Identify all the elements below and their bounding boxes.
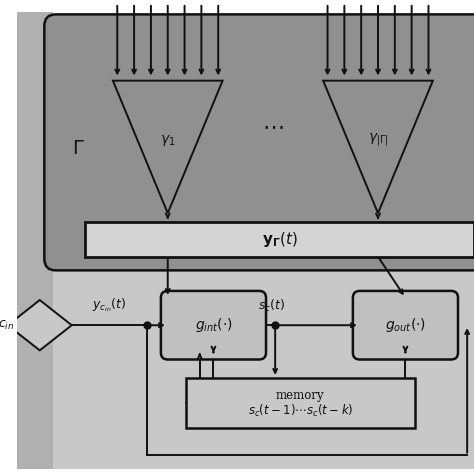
FancyBboxPatch shape [85, 222, 474, 256]
FancyBboxPatch shape [17, 12, 474, 469]
Polygon shape [323, 81, 433, 213]
Text: $g_{out}\left(\cdot\right)$: $g_{out}\left(\cdot\right)$ [385, 316, 426, 334]
Text: $\cdots$: $\cdots$ [262, 117, 284, 137]
FancyBboxPatch shape [0, 158, 474, 469]
FancyBboxPatch shape [0, 12, 54, 469]
Text: $c_{in}$: $c_{in}$ [0, 319, 15, 332]
Text: $\gamma_{|\Gamma|}$: $\gamma_{|\Gamma|}$ [367, 132, 389, 148]
Text: memory: memory [276, 389, 325, 401]
Text: $s_c(t-1)\cdots s_c(t-k)$: $s_c(t-1)\cdots s_c(t-k)$ [247, 403, 353, 419]
FancyBboxPatch shape [161, 291, 266, 359]
FancyBboxPatch shape [353, 291, 458, 359]
Text: $s_c(t)$: $s_c(t)$ [258, 298, 285, 314]
FancyBboxPatch shape [186, 378, 415, 428]
Polygon shape [113, 81, 223, 213]
Text: $y_{c_{in}}(t)$: $y_{c_{in}}(t)$ [92, 296, 127, 314]
Text: $\mathbf{y}_{\mathbf{\Gamma}}(t)$: $\mathbf{y}_{\mathbf{\Gamma}}(t)$ [262, 230, 298, 249]
Polygon shape [8, 300, 72, 350]
FancyBboxPatch shape [45, 14, 474, 270]
Text: $g_{int}\left(\cdot\right)$: $g_{int}\left(\cdot\right)$ [194, 316, 232, 334]
Text: $\gamma_1$: $\gamma_1$ [160, 133, 175, 147]
Text: $\Gamma$: $\Gamma$ [72, 140, 84, 158]
